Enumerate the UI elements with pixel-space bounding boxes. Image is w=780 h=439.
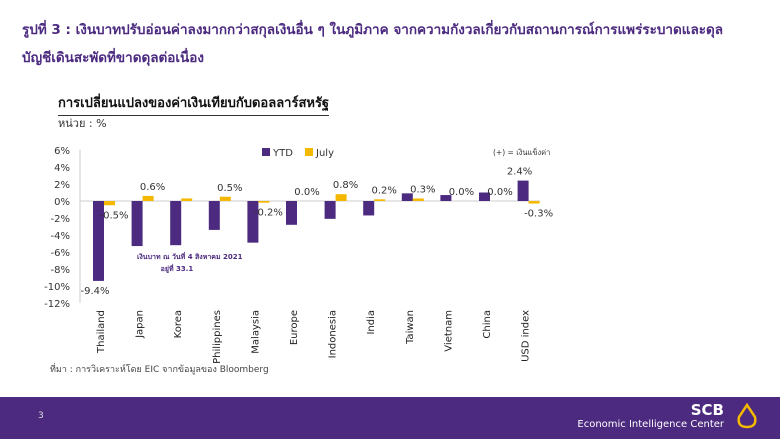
x-tick-label: Philippines — [212, 310, 223, 364]
bar-july — [335, 194, 347, 201]
bar-ytd — [93, 201, 104, 281]
bar-ytd — [363, 201, 375, 216]
x-tick-label: Europe — [289, 310, 300, 345]
bar-july — [104, 201, 115, 206]
legend-swatch-july — [305, 148, 313, 156]
x-tick-label: Korea — [173, 310, 184, 338]
brand-sub: Economic Intelligence Center — [577, 419, 724, 430]
data-label: 0.0% — [487, 187, 512, 198]
data-label: 0.0% — [449, 187, 474, 198]
x-tick-label: Japan — [135, 310, 146, 339]
slide-title: รูปที่ 3 : เงินบาทปรับอ่อนค่าลงมากกว่าสก… — [22, 16, 762, 72]
annotation-line-2: อยู่ที่ 33.1 — [161, 263, 194, 274]
chart-title: การเปลี่ยนแปลงของค่าเงินเทียบกับดอลลาร์ส… — [58, 92, 330, 116]
data-label: -0.3% — [524, 209, 553, 220]
data-label: 2.4% — [507, 167, 532, 178]
bar-ytd — [517, 180, 529, 201]
bar-ytd — [286, 201, 297, 225]
source-note: ที่มา : การวิเคราะห์โดย EIC จากข้อมูลของ… — [50, 365, 269, 375]
title-line-1: รูปที่ 3 : เงินบาทปรับอ่อนค่าลงมากกว่าสก… — [22, 22, 724, 38]
bar-july — [181, 198, 193, 201]
bar-july — [528, 201, 540, 204]
bar-july — [374, 199, 386, 201]
x-tick-label: China — [482, 310, 493, 339]
bar-ytd — [479, 192, 490, 201]
x-tick-label: India — [366, 310, 377, 335]
x-tick-label: USD index — [521, 310, 532, 362]
bar-ytd — [440, 195, 452, 201]
data-label: -9.4% — [80, 286, 109, 297]
page-number: 3 — [38, 411, 44, 421]
x-tick-label: Thailand — [96, 310, 107, 354]
bar-ytd — [208, 201, 220, 230]
bar-ytd — [401, 193, 413, 201]
y-tick-label: -6% — [51, 248, 70, 259]
data-label: 0.3% — [410, 184, 435, 195]
data-label: -0.5% — [99, 210, 128, 221]
bar-ytd — [324, 201, 336, 219]
bar-ytd — [170, 201, 182, 246]
y-tick-label: 4% — [54, 163, 70, 174]
y-tick-label: -12% — [44, 299, 70, 310]
x-tick-label: Taiwan — [405, 310, 416, 345]
y-tick-label: -4% — [51, 231, 70, 242]
brand: SCB Economic Intelligence Center — [577, 401, 724, 430]
x-tick-label: Malaysia — [250, 310, 261, 354]
bar-july — [219, 196, 231, 201]
data-label: 0.5% — [217, 183, 242, 194]
data-label: 0.6% — [140, 182, 165, 193]
bar-july — [258, 201, 270, 203]
y-tick-label: -10% — [44, 282, 70, 293]
annotation-line-1: เงินบาท ณ วันที่ 4 สิงหาคม 2021 — [137, 251, 243, 261]
scb-logo-icon — [737, 403, 757, 429]
x-tick-label: Indonesia — [328, 310, 339, 358]
y-tick-label: 0% — [54, 197, 70, 208]
title-line-2: บัญชีเดินสะพัดที่ขาดดุลต่อเนื่อง — [22, 50, 204, 66]
y-tick-label: -8% — [51, 265, 70, 276]
y-tick-label: 6% — [54, 146, 70, 157]
unit-label: หน่วย : % — [58, 117, 107, 130]
x-tick-label: Vietnam — [443, 310, 454, 352]
bar-ytd — [131, 201, 143, 247]
bar-ytd — [247, 201, 259, 243]
legend-label-ytd: YTD — [272, 148, 293, 159]
data-label: 0.0% — [294, 187, 319, 198]
note-strengthening: (+) = เงินแข็งค่า — [493, 147, 550, 157]
footer-bar: 3 SCB Economic Intelligence Center — [0, 397, 780, 439]
y-tick-label: 2% — [54, 180, 70, 191]
bar-july — [412, 198, 424, 201]
bar-july — [142, 195, 154, 201]
bar-chart: 6% 4% 2% 0% -2% -4% -6% -8% -10% -12% -9.4% -0.5% Th… — [44, 146, 553, 364]
legend-swatch-ytd — [262, 148, 270, 156]
legend-label-july: July — [315, 148, 334, 159]
data-label: 0.2% — [371, 185, 396, 196]
brand-name: SCB — [690, 401, 724, 419]
data-label: -0.2% — [254, 208, 283, 219]
data-label: 0.8% — [333, 180, 358, 191]
y-tick-label: -2% — [51, 214, 70, 225]
